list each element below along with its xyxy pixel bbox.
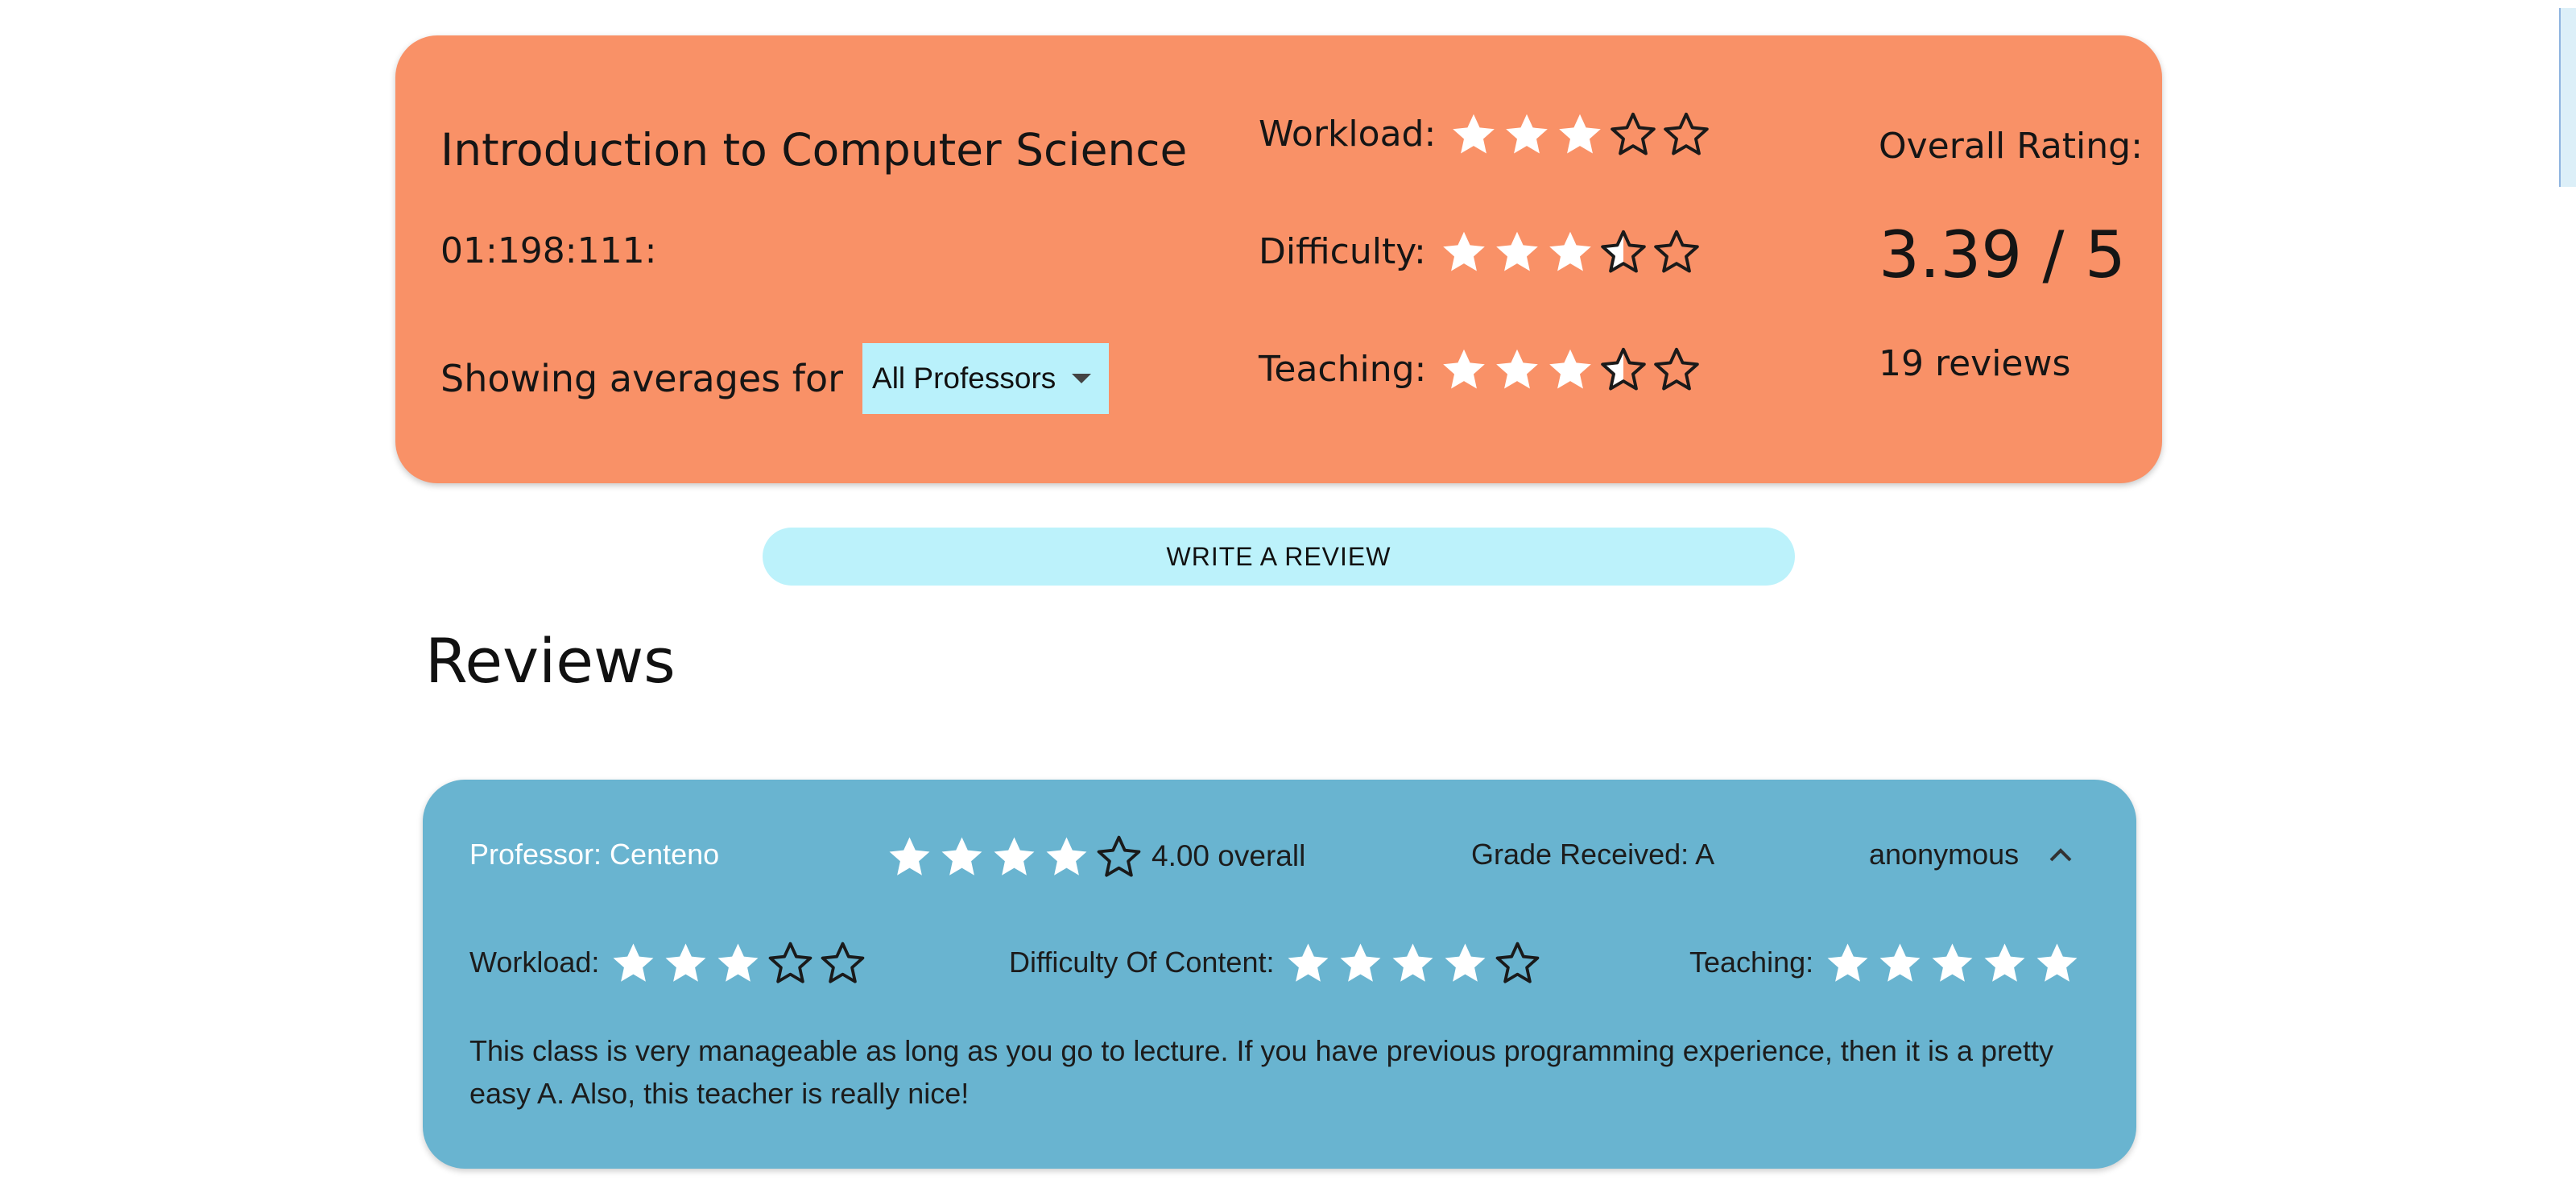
star-filled-icon — [660, 939, 712, 986]
star-outline-icon — [1093, 833, 1145, 880]
review-teaching: Teaching: — [1689, 939, 2083, 986]
star-outline-icon — [1606, 110, 1660, 158]
professor-select[interactable]: All Professors — [862, 343, 1110, 414]
star-outline-icon — [1650, 345, 1703, 393]
star-filled-icon — [1500, 110, 1553, 158]
star-filled-icon — [1282, 939, 1334, 986]
review-overall-text: 4.00 overall — [1152, 839, 1306, 872]
teaching-label: Teaching: — [1259, 348, 1427, 390]
star-outline-icon — [1650, 227, 1703, 275]
professor-select-value: All Professors — [872, 362, 1056, 395]
star-filled-icon — [1387, 939, 1439, 986]
review-grade: Grade Received: A — [1471, 838, 1715, 871]
professor-filter: Showing averages for All Professors — [440, 343, 1110, 414]
star-filled-icon — [1821, 939, 1874, 986]
star-filled-icon — [1874, 939, 1926, 986]
review-workload-label: Workload: — [469, 946, 600, 979]
review-author: anonymous — [1869, 838, 2020, 871]
review-difficulty: Difficulty Of Content: — [1009, 939, 1544, 986]
review-text: This class is very manageable as long as… — [469, 1034, 2054, 1110]
star-filled-icon — [1334, 939, 1387, 986]
write-review-button[interactable]: WRITE A REVIEW — [763, 528, 1795, 586]
workload-stars — [1447, 110, 1713, 158]
star-filled-icon — [883, 833, 936, 880]
star-filled-icon — [1447, 110, 1500, 158]
star-filled-icon — [1040, 833, 1093, 880]
star-filled-icon — [1437, 345, 1491, 393]
difficulty-label: Difficulty: — [1259, 230, 1426, 272]
chevron-up-icon[interactable] — [2046, 842, 2075, 867]
star-outline-icon — [817, 939, 869, 986]
star-filled-icon — [1553, 110, 1606, 158]
difficulty-average: Difficulty: — [1259, 227, 1703, 275]
star-half-icon — [1597, 345, 1650, 393]
star-filled-icon — [607, 939, 660, 986]
star-filled-icon — [1544, 345, 1597, 393]
star-outline-icon — [1660, 110, 1713, 158]
star-filled-icon — [1926, 939, 1979, 986]
star-filled-icon — [1439, 939, 1491, 986]
course-code: 01:198:111: — [440, 230, 657, 271]
overall-rating-label: Overall Rating: — [1879, 126, 2143, 167]
review-workload-stars — [607, 939, 869, 986]
teaching-stars — [1437, 345, 1703, 393]
review-professor: Professor: Centeno — [469, 838, 720, 871]
star-outline-icon — [764, 939, 817, 986]
review-overall: 4.00 overall — [883, 833, 1305, 880]
showing-averages-label: Showing averages for — [440, 357, 844, 400]
overall-rating-value: 3.39 / 5 — [1879, 217, 2126, 292]
difficulty-stars — [1437, 227, 1703, 275]
review-card: Professor: Centeno 4.00 overall Grade Re… — [423, 780, 2136, 1169]
star-filled-icon — [1491, 227, 1544, 275]
review-difficulty-label: Difficulty Of Content: — [1009, 946, 1275, 979]
scrollbar-edge[interactable] — [2559, 8, 2576, 187]
star-filled-icon — [1544, 227, 1597, 275]
course-summary-card: Introduction to Computer Science 01:198:… — [395, 35, 2162, 483]
review-count: 19 reviews — [1879, 343, 2071, 384]
star-half-icon — [1597, 227, 1650, 275]
reviews-heading: Reviews — [425, 625, 676, 697]
review-workload: Workload: — [469, 939, 869, 986]
caret-down-icon — [1072, 374, 1092, 383]
teaching-average: Teaching: — [1259, 345, 1703, 393]
review-difficulty-stars — [1282, 939, 1544, 986]
review-overall-stars — [883, 833, 1145, 880]
star-filled-icon — [936, 833, 988, 880]
star-outline-icon — [1491, 939, 1544, 986]
star-filled-icon — [2031, 939, 2083, 986]
workload-average: Workload: — [1259, 110, 1713, 158]
star-filled-icon — [1437, 227, 1491, 275]
star-filled-icon — [712, 939, 764, 986]
course-title: Introduction to Computer Science — [440, 124, 1188, 176]
workload-label: Workload: — [1259, 113, 1437, 155]
review-teaching-label: Teaching: — [1689, 946, 1814, 979]
star-filled-icon — [1491, 345, 1544, 393]
review-teaching-stars — [1821, 939, 2083, 986]
star-filled-icon — [988, 833, 1040, 880]
star-filled-icon — [1979, 939, 2031, 986]
